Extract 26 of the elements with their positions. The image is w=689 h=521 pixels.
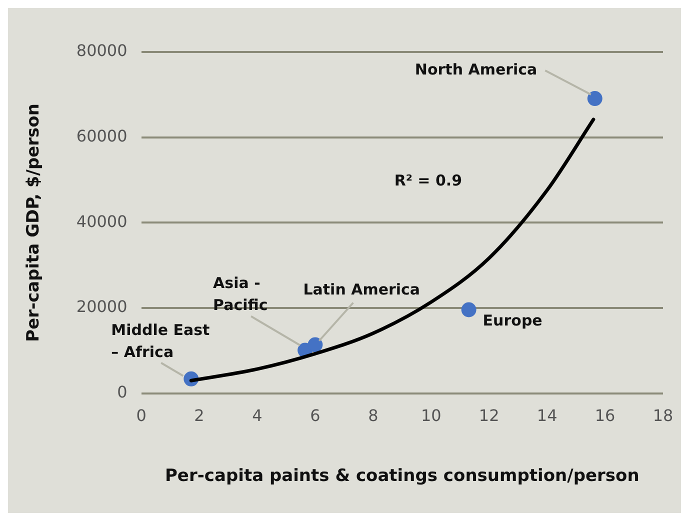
y-tick-label: 80000 <box>76 41 128 60</box>
x-tick-label: 16 <box>594 406 616 426</box>
point <box>461 302 476 318</box>
annotation: Europe <box>482 312 542 330</box>
point <box>308 337 323 352</box>
y-axis-title: Per-capita GDP, $/person <box>24 104 44 342</box>
annotation: North America <box>414 60 538 78</box>
x-tick-label: 8 <box>368 406 378 426</box>
annotation: R² = 0.9 <box>394 172 462 190</box>
x-tick-label: 18 <box>652 406 674 426</box>
y-tick-label: 40000 <box>76 212 128 231</box>
x-tick-label: 10 <box>420 406 442 426</box>
x-tick-label: 0 <box>136 406 146 426</box>
x-tick-label: 12 <box>478 406 500 426</box>
annotation: Latin America <box>303 280 420 299</box>
x-tick-label: 2 <box>194 406 204 426</box>
x-tick-label: 6 <box>310 406 320 426</box>
x-axis-title: Per-capita paints & coatings consumption/person <box>164 466 640 486</box>
annotation: Middle East – Africa <box>111 320 210 361</box>
y-tick-label: 60000 <box>76 126 128 146</box>
point <box>587 91 602 106</box>
y-tick-label: 20000 <box>76 297 128 316</box>
x-tick-label: 14 <box>536 406 558 426</box>
y-tick-label: 0 <box>117 382 128 402</box>
x-tick-label: 4 <box>252 406 262 426</box>
annotation: Asia - Pacific <box>213 274 268 314</box>
